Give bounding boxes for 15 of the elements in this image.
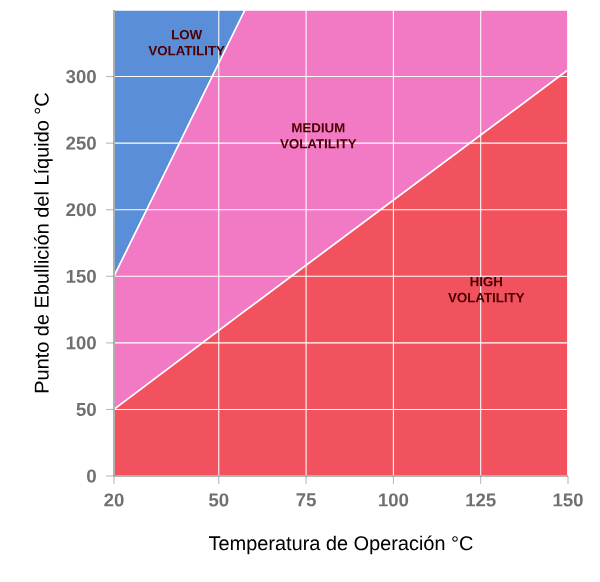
y-tick-label: 100 [66, 336, 96, 350]
x-tick-label: 100 [379, 493, 409, 507]
x-axis-title: Temperatura de Operación °C [209, 535, 473, 555]
x-tick-label: 50 [209, 493, 229, 507]
y-tick-label: 300 [66, 70, 96, 84]
y-axis-title: Punto de Ebullición del Líquido °C [33, 93, 53, 393]
x-tick-label: 75 [296, 493, 316, 507]
y-tick-label: 0 [87, 469, 96, 483]
x-tick-label: 125 [466, 493, 496, 507]
x-tick-label: 20 [104, 493, 124, 507]
x-tick-label: 150 [553, 493, 583, 507]
y-tick-label: 250 [66, 136, 96, 150]
y-tick-label: 200 [66, 203, 96, 217]
y-tick-label: 150 [66, 269, 96, 283]
y-tick-label: 50 [76, 402, 96, 416]
